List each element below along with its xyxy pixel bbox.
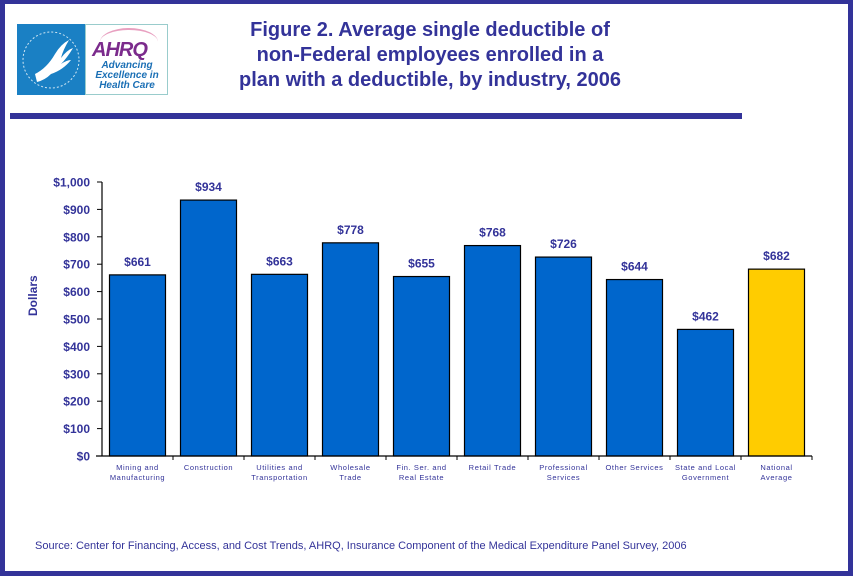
- ahrq-wordmark: AHRQ: [92, 39, 148, 61]
- x-tick-label: Government: [682, 473, 730, 482]
- x-tick-label: Manufacturing: [110, 473, 165, 482]
- x-tick-label: Transportation: [251, 473, 307, 482]
- bar: [108, 274, 167, 457]
- data-label: $663: [266, 254, 293, 268]
- data-label: $778: [337, 223, 364, 237]
- data-label: $934: [195, 180, 222, 194]
- hhs-logo: [17, 24, 85, 95]
- y-tick-label: $800: [63, 230, 90, 244]
- data-label: $644: [621, 260, 648, 274]
- y-tick-label: $100: [63, 422, 90, 436]
- x-tick-label: National: [760, 463, 792, 472]
- title-line: Figure 2. Average single deductible of: [250, 19, 610, 41]
- x-tick-label: Retail Trade: [469, 463, 517, 472]
- bar: [605, 278, 664, 457]
- title-line: plan with a deductible, by industry, 200…: [239, 69, 621, 91]
- y-tick-label: $1,000: [53, 176, 90, 190]
- x-tick-label: Professional: [539, 463, 587, 472]
- bar: [392, 275, 451, 457]
- data-label: $682: [763, 249, 790, 263]
- data-label: $655: [408, 257, 435, 271]
- bar: [676, 328, 735, 457]
- ahrq-tagline-line: Advancing: [101, 60, 153, 71]
- logo: AHRQ Advancing Excellence in Health Care: [17, 24, 168, 95]
- x-tick-label: Construction: [184, 463, 233, 472]
- bar: [250, 273, 309, 457]
- bar: [179, 199, 238, 457]
- y-tick-label: $500: [63, 313, 90, 327]
- x-tick-label: Mining and: [116, 463, 159, 472]
- bar: [321, 242, 380, 457]
- data-label: $462: [692, 309, 719, 323]
- x-tick-label: Services: [547, 473, 581, 482]
- x-tick-label: State and Local: [675, 463, 736, 472]
- header-divider: [10, 113, 742, 119]
- y-tick-label: $200: [63, 395, 90, 409]
- ahrq-logo: AHRQ Advancing Excellence in Health Care: [85, 24, 168, 95]
- ahrq-tagline: Advancing Excellence in Health Care: [90, 61, 164, 91]
- source-note: Source: Center for Financing, Access, an…: [35, 540, 687, 552]
- ahrq-tagline-line: Excellence in: [95, 70, 159, 81]
- y-tick-label: $600: [63, 285, 90, 299]
- y-tick-label: $300: [63, 367, 90, 381]
- data-label: $661: [124, 255, 151, 269]
- y-tick-label: $900: [63, 203, 90, 217]
- x-tick-label: Average: [761, 473, 793, 482]
- title-line: non-Federal employees enrolled in a: [256, 44, 604, 66]
- hhs-eagle-icon: [22, 31, 80, 89]
- ahrq-arc-icon: [100, 28, 158, 56]
- x-tick-label: Other Services: [606, 463, 664, 472]
- data-label: $726: [550, 237, 577, 251]
- y-tick-label: $400: [63, 340, 90, 354]
- y-tick-label: $700: [63, 258, 90, 272]
- x-tick-label: Real Estate: [399, 473, 444, 482]
- bar: [534, 256, 593, 457]
- bar: [463, 244, 522, 457]
- chart-title: Figure 2. Average single deductible of n…: [205, 18, 655, 93]
- y-tick-label: $0: [77, 450, 91, 464]
- x-tick-label: Utilities and: [256, 463, 303, 472]
- x-tick-label: Wholesale: [330, 463, 370, 472]
- x-tick-label: Trade: [339, 473, 361, 482]
- data-label: $768: [479, 226, 506, 240]
- bar-highlight: [747, 268, 806, 457]
- ahrq-tagline-line: Health Care: [99, 80, 155, 91]
- x-tick-label: Fin. Ser. and: [396, 463, 446, 472]
